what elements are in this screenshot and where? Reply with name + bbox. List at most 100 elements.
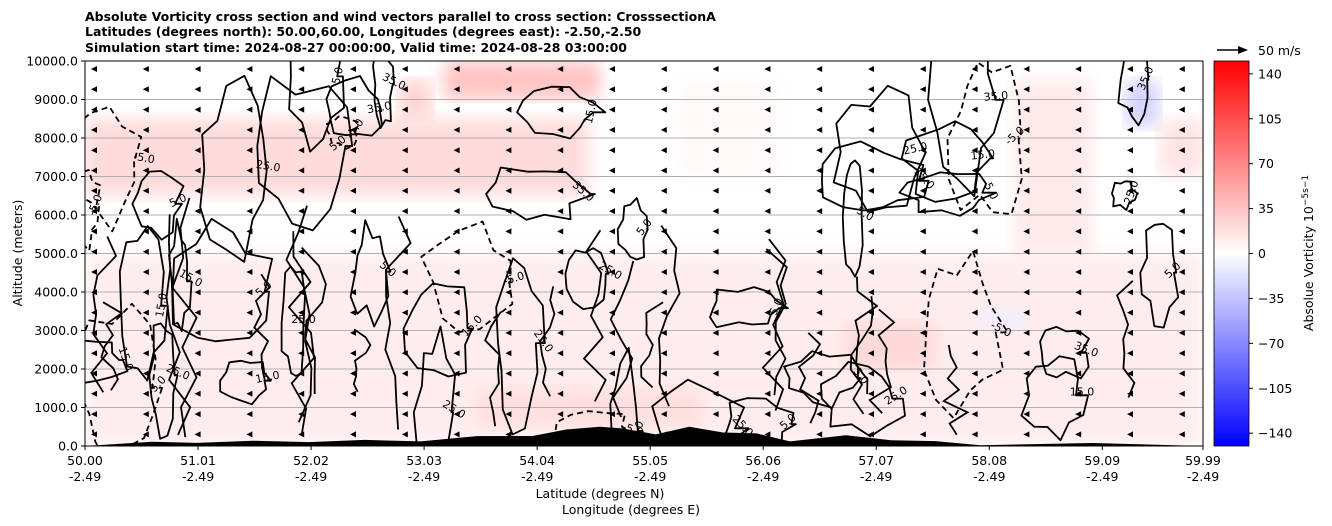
wind-vector	[1178, 106, 1185, 113]
wind-vector	[91, 431, 97, 438]
wind-vector	[764, 167, 771, 174]
wind-vector	[868, 431, 874, 438]
wind-vector	[246, 411, 253, 418]
wind-vector	[1178, 86, 1185, 93]
contour-line	[1111, 180, 1139, 211]
x-tick-label-lon: -2.49	[747, 469, 779, 484]
wind-vector	[764, 86, 771, 93]
colorbar-tick-label: −70	[1258, 336, 1284, 351]
wind-vector	[142, 431, 149, 438]
wind-vector	[401, 86, 408, 93]
wind-vector	[350, 106, 356, 113]
contour-line	[171, 218, 273, 343]
contour-line	[325, 75, 383, 137]
wind-vector	[1127, 167, 1133, 174]
contour-line	[1116, 280, 1136, 398]
wind-vector	[816, 167, 823, 174]
wind-vector	[350, 147, 356, 154]
wind-vector	[350, 126, 356, 133]
wind-vector	[453, 86, 460, 93]
wind-vector	[350, 66, 356, 72]
wind-vector	[609, 86, 615, 93]
wind-vector	[453, 269, 460, 275]
wind-vector	[142, 106, 149, 113]
contour-line	[765, 248, 788, 396]
wind-vector	[971, 370, 978, 377]
wind-vector	[609, 390, 615, 397]
x-axis: 50.00-2.4951.01-2.4952.02-2.4953.03-2.49…	[67, 446, 1221, 484]
wind-vector	[298, 228, 305, 235]
wind-vector	[194, 86, 201, 93]
wind-vector	[298, 390, 305, 397]
wind-vector	[194, 289, 201, 296]
wind-vector	[712, 167, 719, 174]
x-tick-label-lon: -2.49	[634, 469, 666, 484]
contour-line	[900, 120, 995, 203]
wind-vector	[142, 147, 149, 154]
wind-vector	[246, 66, 253, 72]
wind-vector	[609, 370, 615, 377]
wind-vector	[1075, 390, 1082, 397]
wind-vector	[1075, 309, 1082, 316]
wind-vector	[557, 309, 564, 316]
wind-vector	[609, 106, 615, 113]
wind-vector	[298, 187, 305, 194]
x-tick-label-lat: 53.03	[406, 453, 442, 468]
wind-vector	[246, 269, 253, 275]
wind-vector	[1023, 350, 1030, 357]
wind-vector	[298, 289, 305, 296]
wind-vector	[194, 248, 201, 255]
wind-vector	[971, 106, 978, 113]
wind-vector	[1075, 329, 1082, 336]
wind-vector	[1075, 167, 1082, 174]
wind-vector	[246, 431, 253, 438]
wind-vector	[505, 309, 512, 316]
colorbar-tick-label: −35	[1258, 291, 1284, 306]
wind-vector	[91, 248, 97, 255]
wind-vector	[350, 167, 356, 174]
wind-vector	[816, 86, 823, 93]
wind-vector	[505, 248, 512, 255]
contour-line	[256, 75, 354, 232]
wind-vector	[194, 370, 201, 377]
chart-title-line-3: Simulation start time: 2024-08-27 00:00:…	[85, 40, 627, 55]
wind-vector	[401, 167, 408, 174]
x-tick-label-lat: 50.00	[67, 453, 103, 468]
contour-line	[349, 219, 392, 328]
wind-vector	[246, 126, 253, 133]
wind-vector	[971, 66, 978, 72]
wind-vector	[816, 411, 823, 418]
wind-vector	[91, 126, 97, 133]
wind-vector	[401, 126, 408, 133]
wind-vector	[1075, 228, 1082, 235]
wind-vector	[660, 309, 667, 316]
wind-vector	[609, 187, 615, 194]
wind-vector	[660, 147, 667, 154]
wind-vector	[660, 390, 667, 397]
wind-vector	[1178, 350, 1185, 357]
wind-vector	[350, 289, 356, 296]
wind-vector	[919, 269, 926, 275]
contour-line	[100, 301, 124, 391]
wind-vector	[557, 126, 564, 133]
wind-vector	[453, 187, 460, 194]
wind-vector	[91, 370, 97, 377]
wind-vector	[660, 350, 667, 357]
contour-line	[326, 115, 361, 150]
wind-vector	[971, 187, 978, 194]
wind-vector	[919, 208, 926, 215]
wind-vector	[1023, 228, 1030, 235]
wind-vector	[1127, 329, 1133, 336]
contour-line	[165, 214, 192, 436]
contour-line	[372, 61, 395, 129]
wind-vector	[816, 248, 823, 255]
wind-vector	[557, 167, 564, 174]
x-tick-label-lon: -2.49	[408, 469, 440, 484]
wind-vector	[401, 329, 408, 336]
contour-line	[412, 325, 456, 446]
x-tick-label-lat: 54.04	[519, 453, 555, 468]
wind-vector	[868, 167, 874, 174]
contour-line	[783, 350, 862, 409]
wind-vector	[505, 208, 512, 215]
